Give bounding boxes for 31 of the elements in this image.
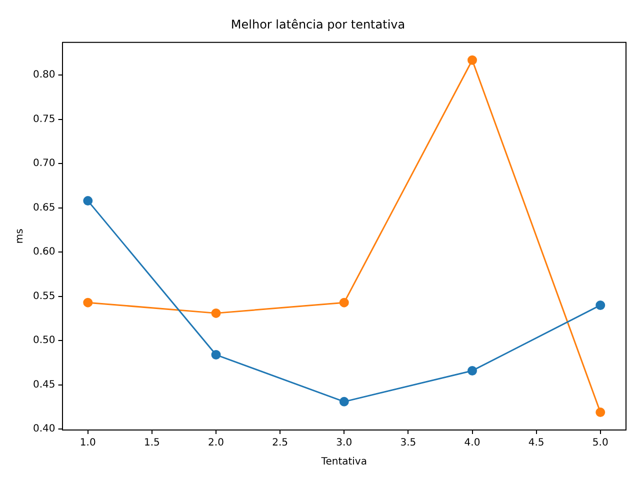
point — [596, 408, 606, 418]
point — [339, 298, 349, 308]
y-tick-label: 0.80 — [33, 70, 56, 81]
point — [83, 298, 93, 308]
point — [596, 300, 606, 310]
x-tick-label: 2.0 — [208, 438, 224, 449]
y-tick-label: 0.60 — [33, 246, 56, 258]
y-tick-label: 0.55 — [33, 290, 56, 302]
x-tick-label: 3.0 — [336, 438, 352, 449]
x-tick-label: 4.0 — [464, 438, 480, 449]
x-tick-label: 1.5 — [144, 438, 160, 449]
y-tick-label: 0.40 — [33, 424, 56, 435]
point — [468, 55, 478, 65]
y-axis-title: ms — [14, 228, 26, 244]
x-axis-title: Tentativa — [320, 456, 367, 468]
point — [211, 308, 221, 318]
y-tick-label: 0.45 — [33, 379, 56, 390]
point — [83, 196, 93, 206]
point — [339, 396, 349, 406]
y-tick-label: 0.50 — [33, 335, 56, 346]
y-tick-label: 0.70 — [33, 158, 56, 170]
y-tick-label: 0.75 — [33, 114, 56, 125]
chart-title: Melhor latência por tentativa — [230, 17, 406, 32]
point — [468, 366, 478, 376]
point — [211, 350, 221, 360]
x-tick-label: 3.5 — [400, 438, 416, 449]
x-tick-label: 5.0 — [592, 438, 608, 449]
x-tick-label: 4.5 — [528, 438, 544, 449]
x-tick-label: 2.5 — [272, 438, 288, 449]
y-tick-label: 0.65 — [33, 202, 56, 214]
x-tick-label: 1.0 — [80, 438, 96, 449]
